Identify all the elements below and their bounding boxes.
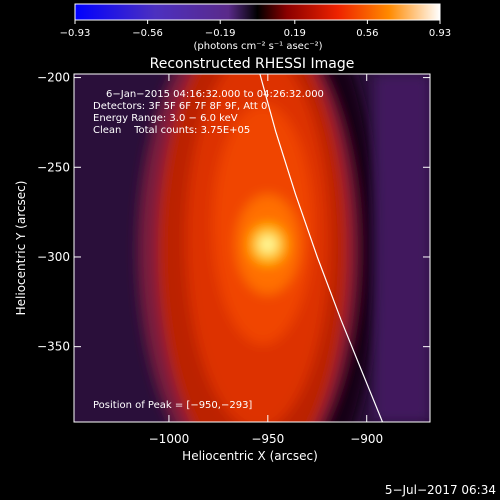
colorbar-tick-label: −0.93: [60, 28, 91, 39]
y-tick-label: −250: [37, 160, 70, 174]
solar-limb-line: [259, 74, 384, 422]
heatmap-blob: [258, 235, 277, 254]
y-axis-label: Heliocentric Y (arcsec): [14, 181, 28, 316]
colorbar-tick-label: 0.56: [356, 28, 378, 39]
annotation-time-range: 6−Jan−2015 04:16:32.000 to 04:26:32.000: [106, 89, 324, 100]
y-tick-label: −350: [37, 340, 70, 354]
annotation-peak-position: Position of Peak = [−950,−293]: [93, 400, 252, 411]
x-tick-label: −1000: [149, 432, 190, 446]
annotation-energy: Energy Range: 3.0 − 6.0 keV: [93, 113, 238, 124]
colorbar-tick-label: −0.56: [132, 28, 163, 39]
colorbar-tick-label: 0.19: [284, 28, 306, 39]
colorbar-unit-label: (photons cm⁻² s⁻¹ asec⁻²): [193, 41, 322, 52]
colorbar-tick-label: −0.19: [205, 28, 236, 39]
annotation-detectors: Detectors: 3F 5F 6F 7F 8F 9F, Att 0: [93, 101, 267, 112]
heatmap-blobs: [137, 74, 378, 422]
colorbar-tick-label: 0.93: [429, 28, 451, 39]
annotation-clean: Clean Total counts: 3.75E+05: [93, 125, 250, 136]
chart-title: Reconstructed RHESSI Image: [150, 56, 355, 72]
x-axis-label: Heliocentric X (arcsec): [182, 449, 318, 463]
x-tick-label: −950: [251, 432, 284, 446]
y-axis-ticks: −200 −250 −300 −350: [37, 71, 430, 354]
colorbar-ticks: −0.93 −0.56 −0.19 0.19 0.56 0.93: [60, 20, 451, 39]
footer-date: 5−Jul−2017 06:34: [385, 483, 496, 497]
x-axis-ticks: −1000 −950 −900: [149, 74, 383, 446]
plot-area: −1000 −950 −900 −200 −250 −300 −350: [37, 71, 431, 446]
heatmap-right-edge: [374, 74, 430, 422]
plot-frame: [73, 73, 431, 423]
colorbar-gradient: [74, 3, 441, 21]
x-tick-label: −900: [350, 432, 383, 446]
y-tick-label: −200: [37, 71, 70, 85]
y-tick-label: −300: [37, 250, 70, 264]
colorbar: −0.93 −0.56 −0.19 0.19 0.56 0.93 (photons cm⁻…: [60, 3, 451, 52]
heatmap-image: [74, 74, 430, 422]
